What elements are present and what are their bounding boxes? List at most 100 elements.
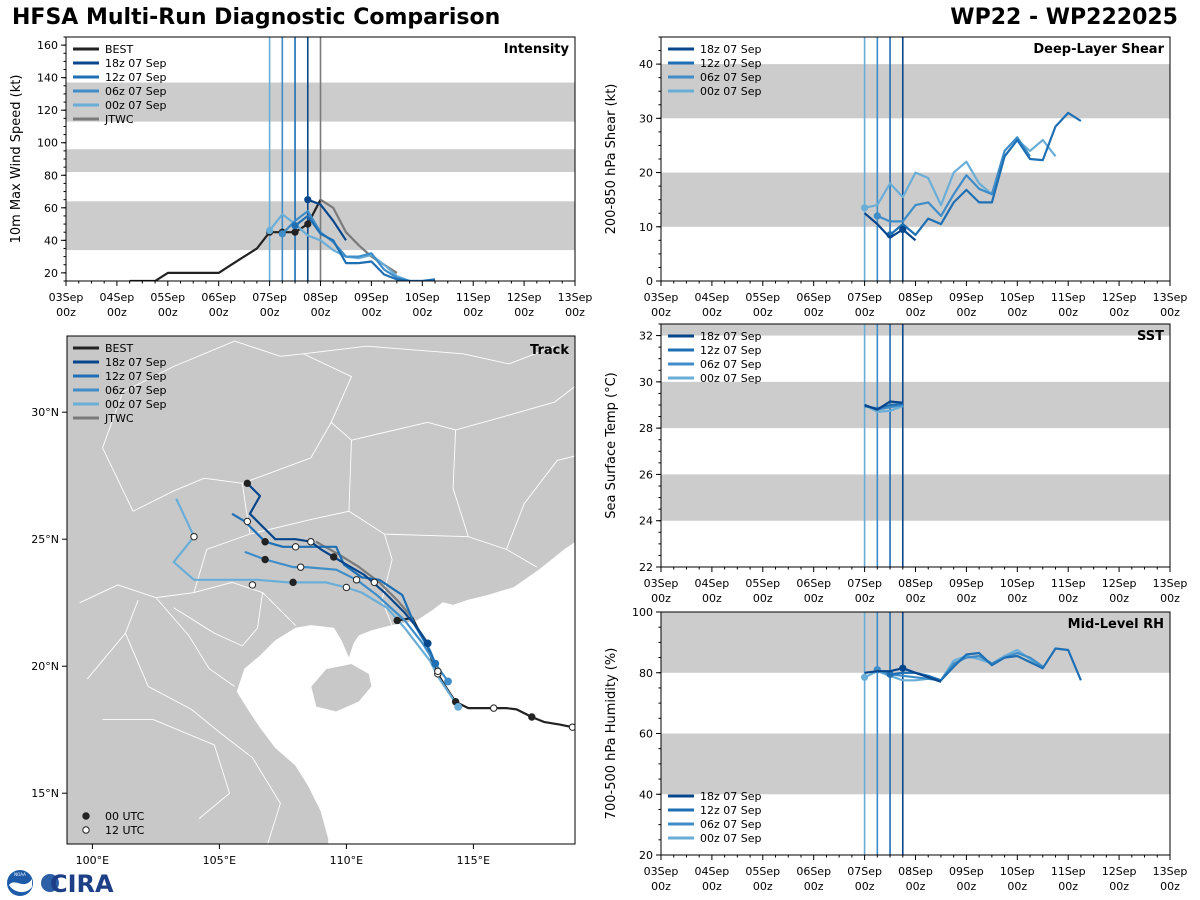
track-dot-best — [393, 616, 401, 625]
storm-id-title: WP22 - WP222025 — [950, 5, 1178, 30]
admin-border — [452, 385, 575, 537]
y-tick-label: 10 — [639, 221, 653, 234]
legend-label: 18z 07 Sep — [700, 43, 762, 56]
x-tick-hour: 00z — [1160, 880, 1180, 893]
track-dot-18z-07-sep — [243, 479, 252, 488]
legend-label: BEST — [105, 342, 133, 355]
agency-logos: NOAA CIRA — [7, 870, 114, 898]
plot-area-shear — [661, 37, 1170, 281]
admin-border — [234, 340, 555, 365]
admin-border — [132, 477, 243, 512]
x-tick-hour: 00z — [56, 306, 76, 319]
legend-label: 06z 07 Sep — [700, 818, 762, 831]
x-tick-date: 05Sep — [745, 577, 780, 590]
init-marker-06z-07-sep — [873, 212, 881, 220]
x-tick-hour: 00z — [260, 306, 280, 319]
series-line-18z-07-sep — [864, 400, 903, 411]
legend-label: 06z 07 Sep — [105, 384, 167, 397]
track-dot-12z-07-sep — [431, 659, 440, 668]
x-tick-hour: 00z — [1058, 592, 1078, 605]
x-tick-hour: 00z — [1109, 306, 1129, 319]
admin-border — [381, 533, 393, 626]
series-line-best — [129, 199, 322, 281]
y-tick-label: 32 — [639, 330, 653, 343]
lon-tick-label: 100°E — [76, 854, 109, 867]
hainan-island — [310, 663, 373, 713]
x-tick-date: 07Sep — [847, 865, 882, 878]
legend-label: 06z 07 Sep — [700, 358, 762, 371]
admin-border — [102, 719, 231, 819]
x-tick-date: 08Sep — [898, 291, 933, 304]
panel-title: Track — [530, 343, 569, 358]
panel-rh: 20 40 60 80 100 03Sep 00z 04Sep 00z 05Sep 00z 06Sep… — [604, 606, 1187, 893]
init-marker-06z-07-sep — [278, 230, 286, 238]
x-tick-hour: 00z — [957, 592, 977, 605]
x-tick-hour: 00z — [855, 306, 875, 319]
x-tick-hour: 00z — [702, 592, 722, 605]
track-line-jtwc — [315, 540, 414, 619]
track-dot-06z-07-sep — [261, 555, 269, 564]
x-tick-hour: 00z — [1058, 306, 1078, 319]
x-tick-date: 11Sep — [456, 291, 491, 304]
series-line-18z-07-sep — [863, 212, 917, 242]
track-dot-best — [528, 713, 536, 721]
noaa-logo-text: NOAA — [14, 872, 26, 877]
init-marker-best — [291, 228, 299, 236]
x-tick-hour: 00z — [565, 306, 585, 319]
x-tick-date: 06Sep — [796, 865, 831, 878]
x-tick-hour: 00z — [804, 306, 824, 319]
track-dot-06z-07-sep — [352, 576, 361, 584]
x-tick-hour: 00z — [158, 306, 178, 319]
cira-globe-icon — [41, 874, 59, 892]
y-tick-label: 22 — [639, 561, 653, 574]
x-tick-date: 06Sep — [201, 291, 236, 304]
panel-intensity: 20 40 60 80 100 120 140 160 03Sep 00z 04Sep 00z 05Se… — [9, 36, 592, 319]
legend-label: 12z 07 Sep — [700, 57, 762, 70]
init-marker-12z-07-sep — [886, 670, 894, 678]
x-tick-hour: 00z — [651, 880, 671, 893]
legend-label: 12z 07 Sep — [700, 344, 762, 357]
threshold-band — [661, 172, 1170, 227]
y-tick-label: 60 — [44, 202, 58, 215]
threshold-band — [661, 733, 1170, 795]
y-tick-label: 160 — [37, 39, 58, 52]
admin-border — [506, 455, 575, 550]
x-tick-date: 04Sep — [695, 865, 730, 878]
track-dot-12z-07-sep — [261, 538, 269, 546]
threshold-band — [661, 474, 1170, 521]
y-tick-label: 24 — [639, 515, 653, 528]
x-tick-date: 10Sep — [1000, 291, 1035, 304]
track-dot-00z-07-sep — [454, 702, 463, 711]
x-tick-date: 12Sep — [1102, 865, 1137, 878]
lat-tick-label: 25°N — [31, 533, 59, 546]
y-tick-label: 80 — [44, 169, 58, 182]
track-dot-00z-07-sep — [434, 667, 442, 675]
plot-area-rh — [661, 612, 1170, 855]
y-axis-label: 200-850 hPa Shear (kt) — [604, 84, 619, 235]
legend-label: 12z 07 Sep — [105, 71, 167, 84]
marker-legend-dot — [82, 812, 90, 820]
panel-title: Intensity — [504, 42, 570, 57]
init-marker-18z-07-sep — [899, 225, 907, 234]
x-tick-hour: 00z — [651, 306, 671, 319]
x-tick-date: 08Sep — [898, 577, 933, 590]
map-area — [67, 336, 575, 844]
legend-label: JTWC — [104, 113, 134, 126]
x-tick-date: 07Sep — [252, 291, 287, 304]
y-tick-label: 20 — [639, 167, 653, 180]
x-tick-date: 04Sep — [695, 577, 730, 590]
series-line-06z-07-sep — [281, 210, 410, 281]
x-tick-date: 11Sep — [1051, 865, 1086, 878]
x-tick-date: 12Sep — [1102, 577, 1137, 590]
legend-label: JTWC — [104, 412, 134, 425]
x-tick-hour: 00z — [855, 880, 875, 893]
y-tick-label: 30 — [639, 112, 653, 125]
track-line-18z-07-sep — [246, 482, 429, 644]
y-axis-label: 700-500 hPa Humidity (%) — [604, 648, 619, 820]
x-tick-hour: 00z — [957, 880, 977, 893]
track-dot-00z-07-sep — [342, 583, 351, 592]
x-tick-date: 10Sep — [405, 291, 440, 304]
x-tick-date: 09Sep — [949, 291, 984, 304]
threshold-band — [661, 612, 1170, 673]
